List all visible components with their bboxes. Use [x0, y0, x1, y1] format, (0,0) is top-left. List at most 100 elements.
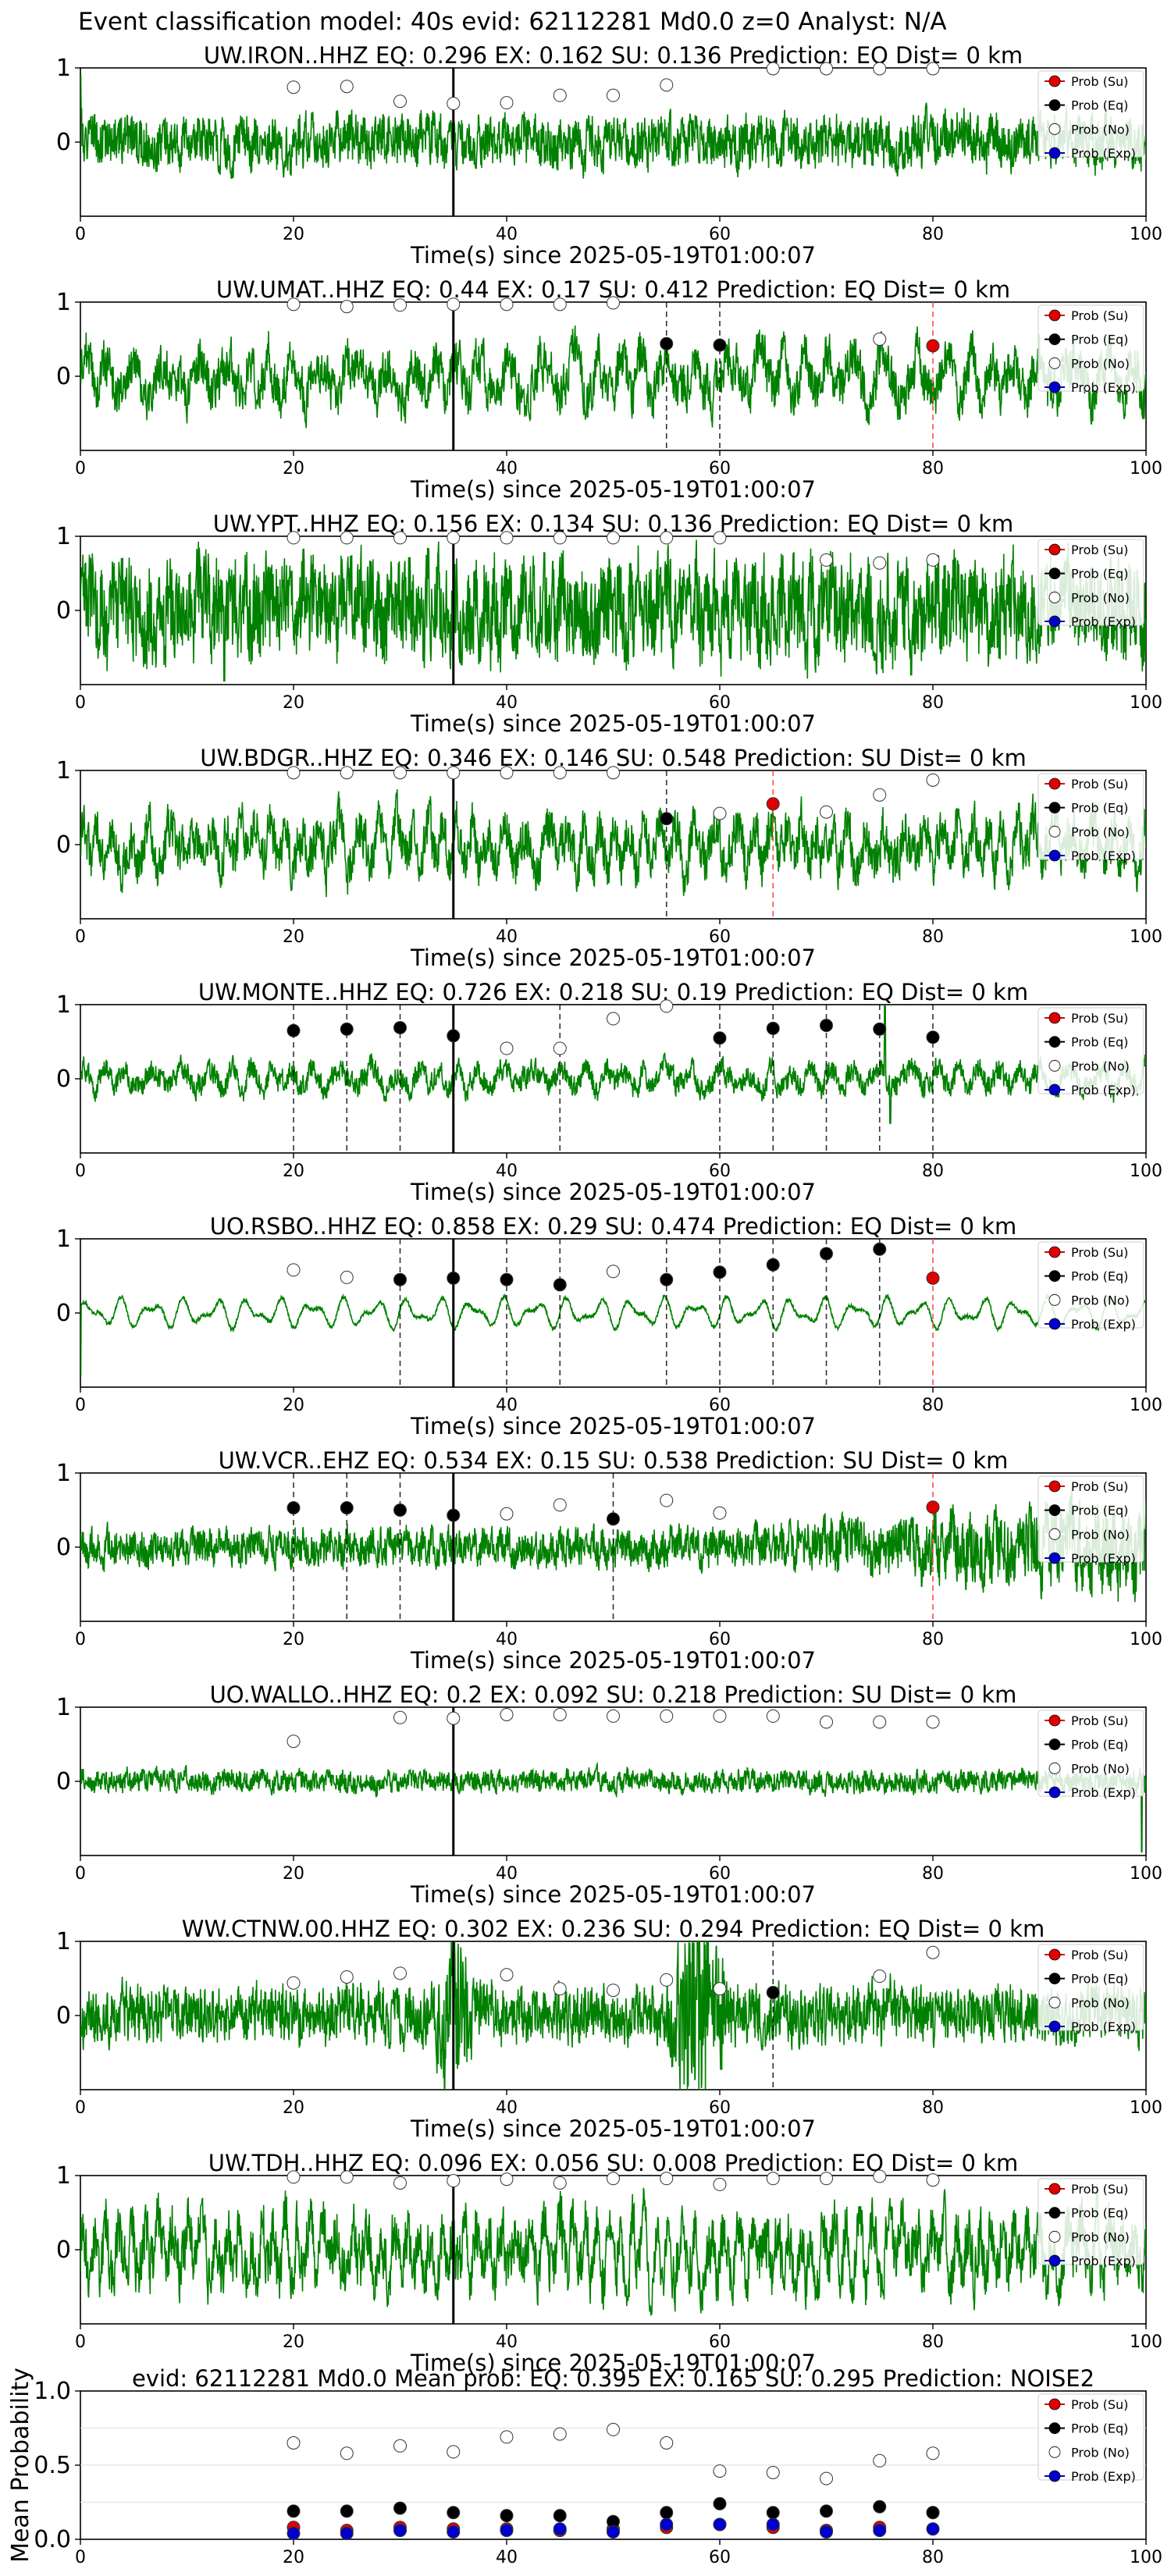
prob-point-no [393, 766, 407, 780]
legend-marker [1048, 1786, 1061, 1799]
y-tick-label: 0 [56, 363, 71, 390]
prob-point-no [500, 766, 514, 780]
legend-marker [1048, 591, 1061, 603]
legend-label: Prob (Su) [1071, 1713, 1128, 1728]
legend-marker [1048, 1948, 1061, 1961]
x-tick-label: 60 [709, 693, 731, 713]
y-tick-label: 0 [56, 1768, 71, 1795]
legend-label: Prob (Su) [1071, 1245, 1128, 1260]
x-tick-label: 0 [75, 1630, 86, 1649]
prob-point-no [926, 62, 940, 76]
prob-point-eq [766, 1986, 780, 2000]
x-tick-label: 40 [496, 459, 518, 479]
mean-point-eq [873, 2500, 887, 2514]
prob-point-no [340, 80, 354, 94]
mean-point-no [766, 2466, 780, 2479]
panel-title: WW.CTNW.00.HHZ EQ: 0.302 EX: 0.236 SU: 0… [182, 1916, 1045, 1942]
legend-marker [1048, 1293, 1061, 1306]
prob-point-no [500, 297, 514, 311]
legend-marker [1048, 99, 1061, 112]
y-tick-label: 0 [56, 1066, 71, 1093]
mean-point-eq [500, 2509, 514, 2523]
legend-label: Prob (No) [1071, 1059, 1130, 1073]
prob-point-no [607, 1709, 620, 1723]
legend-label: Prob (Eq) [1071, 2421, 1128, 2436]
legend-box [1038, 773, 1144, 860]
x-tick-label: 60 [709, 1396, 731, 1415]
y-tick-label: 0 [56, 597, 71, 624]
x-tick-label: 20 [283, 693, 304, 713]
prob-point-no [393, 94, 407, 109]
prob-point-no [340, 1970, 354, 1984]
mean-point-eq [713, 2496, 727, 2510]
prob-point-eq [713, 1031, 727, 1045]
x-tick-label: 40 [496, 693, 518, 713]
y-tick-label: 0.0 [34, 2526, 71, 2553]
mean-point-no [287, 2436, 301, 2450]
legend-marker [1048, 615, 1061, 628]
x-tick-label: 60 [709, 459, 731, 479]
legend-box [1038, 1944, 1144, 2031]
x-axis-label: Time(s) since 2025-05-19T01:00:07 [410, 1881, 816, 1908]
x-tick-label: 40 [496, 225, 518, 244]
mean-point-eq [393, 2501, 407, 2515]
legend-label: Prob (Exp) [1071, 2019, 1136, 2034]
prob-point-no [926, 1715, 940, 1729]
legend-label: Prob (No) [1071, 2445, 1130, 2460]
x-tick-label: 80 [922, 2332, 944, 2352]
prob-point-eq [340, 1501, 354, 1515]
mean-point-exp [766, 2517, 780, 2532]
x-tick-label: 20 [283, 225, 304, 244]
prob-point-no [660, 1493, 674, 1507]
y-tick-label: 1 [56, 289, 71, 316]
prob-point-no [873, 333, 887, 346]
prob-point-no [553, 2176, 567, 2190]
legend-label: Prob (Eq) [1071, 567, 1128, 582]
prob-point-no [500, 1968, 514, 1982]
x-tick-label: 60 [709, 2548, 731, 2567]
legend-box [1038, 539, 1144, 626]
prob-point-eq [287, 1023, 301, 1037]
x-tick-label: 20 [283, 2098, 304, 2118]
prob-point-no [820, 1715, 833, 1729]
legend-label: Prob (No) [1071, 2229, 1130, 2244]
prob-point-no [393, 1710, 407, 1724]
prob-point-su [926, 1500, 940, 1514]
legend-box [1038, 1241, 1144, 1329]
legend-marker [1048, 381, 1061, 393]
mean-point-no [607, 2422, 620, 2436]
x-axis-label: Time(s) since 2025-05-19T01:00:07 [410, 710, 816, 737]
waveform-trace [80, 1941, 1146, 2090]
prob-point-no [287, 2170, 301, 2184]
prob-point-no [500, 1507, 514, 1521]
legend-label: Prob (No) [1071, 1761, 1130, 1776]
prob-point-eq [287, 1501, 301, 1515]
prob-point-no [926, 773, 940, 787]
legend-marker [1048, 2254, 1061, 2267]
mean-point-eq [340, 2504, 354, 2518]
prob-point-no [820, 805, 833, 819]
x-tick-label: 80 [922, 1864, 944, 1884]
x-tick-label: 40 [496, 1396, 518, 1415]
prob-point-eq [820, 1247, 833, 1261]
mean-point-eq [820, 2504, 833, 2518]
x-tick-label: 0 [75, 693, 86, 713]
prob-point-no [926, 553, 940, 567]
x-tick-label: 0 [75, 225, 86, 244]
legend-label: Prob (Eq) [1071, 1738, 1128, 1752]
mean-point-no [500, 2430, 514, 2444]
y-tick-label: 1 [56, 757, 71, 785]
mean-point-exp [287, 2526, 301, 2540]
prob-point-no [447, 2174, 461, 2188]
waveform-trace [80, 1005, 1146, 1124]
prob-point-eq [393, 1272, 407, 1286]
prob-point-no [500, 531, 514, 545]
x-tick-label: 80 [922, 693, 944, 713]
x-tick-label: 20 [283, 1864, 304, 1884]
legend-label: Prob (Su) [1071, 777, 1128, 792]
y-tick-label: 0 [56, 129, 71, 156]
mean-point-exp [500, 2524, 514, 2538]
prob-point-eq [926, 1030, 940, 1044]
x-tick-label: 100 [1130, 2098, 1162, 2118]
figure-suptitle: Event classification model: 40s evid: 62… [78, 8, 947, 36]
